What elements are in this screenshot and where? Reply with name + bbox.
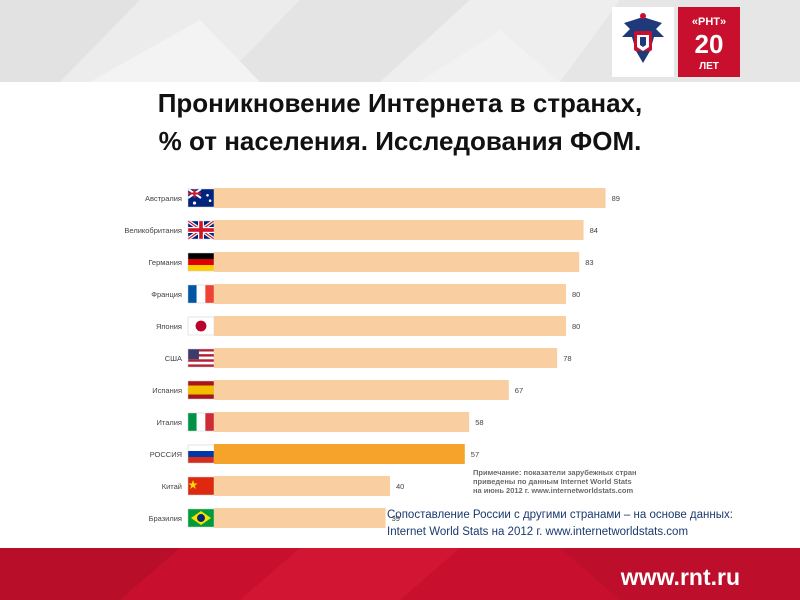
- badge-top: «РНТ»: [692, 16, 726, 28]
- bar-highlight: [214, 444, 465, 464]
- category-label: Великобритания: [124, 226, 182, 235]
- category-label: Италия: [156, 418, 182, 427]
- bar: [214, 316, 566, 336]
- value-label: 89: [612, 194, 620, 203]
- title-line-2: % от населения. Исследования ФОМ.: [158, 126, 642, 156]
- category-label: Испания: [152, 386, 182, 395]
- value-label: 78: [563, 354, 571, 363]
- bar: [214, 348, 558, 368]
- uk-flag-icon: [187, 219, 215, 241]
- title-line-1: Проникновение Интернета в странах,: [157, 88, 643, 118]
- category-label: Германия: [148, 258, 182, 267]
- note-line-2: приведены по данным Internet World Stats: [473, 477, 632, 486]
- japan-flag-icon: [187, 316, 215, 336]
- anniversary-badge: [678, 7, 740, 77]
- value-label: 80: [572, 322, 580, 331]
- value-label: 57: [471, 450, 479, 459]
- badge-bottom: ЛЕТ: [699, 61, 719, 72]
- category-label: Бразилия: [149, 514, 182, 523]
- value-label: 80: [572, 290, 580, 299]
- bar: [214, 284, 566, 304]
- caption-line-2: Internet World Stats на 2012 г. www.inte…: [387, 526, 689, 538]
- category-label: Япония: [156, 322, 182, 331]
- bar: [214, 476, 390, 496]
- website-link[interactable]: www.rnt.ru: [620, 564, 740, 590]
- brazil-flag-icon: [187, 508, 215, 528]
- category-label: Китай: [162, 482, 182, 491]
- badge-number: 20: [695, 29, 724, 59]
- bar: [214, 380, 509, 400]
- spain-flag-icon: [187, 380, 215, 400]
- category-label: РОССИЯ: [150, 450, 182, 459]
- chart-note: Примечание: показатели зарубежных стран …: [473, 468, 653, 495]
- value-label: 39: [392, 514, 400, 523]
- france-flag-icon: [187, 284, 215, 304]
- value-label: 83: [585, 258, 593, 267]
- bar: [214, 252, 580, 272]
- rnt-logo: «РНТ» 20 ЛЕТ: [612, 7, 740, 77]
- value-label: 58: [475, 418, 483, 427]
- bar: [214, 188, 606, 208]
- page-title: Проникновение Интернета в странах, % от …: [0, 84, 800, 160]
- china-flag-icon: [187, 476, 215, 496]
- source-caption: Сопоставление России с другими странами …: [387, 507, 797, 541]
- russia-flag-icon: [187, 444, 215, 464]
- penetration-bar-chart: Австралия 89 Великобритания 84 Германия 83 Фра…: [124, 188, 620, 528]
- note-line-3: на июнь 2012 г. www.internetworldstats.c…: [473, 486, 634, 495]
- category-label: Австралия: [145, 194, 182, 203]
- footer-bar: [0, 548, 800, 600]
- category-label: США: [165, 354, 182, 363]
- bar: [214, 412, 470, 432]
- germany-flag-icon: [187, 252, 215, 272]
- note-line-1: Примечание: показатели зарубежных стран: [473, 468, 637, 477]
- australia-flag-icon: [187, 188, 215, 208]
- bar: [214, 220, 584, 240]
- bar: [214, 508, 386, 528]
- eagle-emblem-icon: [622, 13, 664, 63]
- caption-line-1: Сопоставление России с другими странами …: [387, 509, 733, 521]
- category-label: Франция: [151, 290, 182, 299]
- italy-flag-icon: [187, 412, 215, 432]
- value-label: 84: [590, 226, 598, 235]
- usa-flag-icon: [187, 348, 215, 368]
- value-label: 40: [396, 482, 404, 491]
- value-label: 67: [515, 386, 523, 395]
